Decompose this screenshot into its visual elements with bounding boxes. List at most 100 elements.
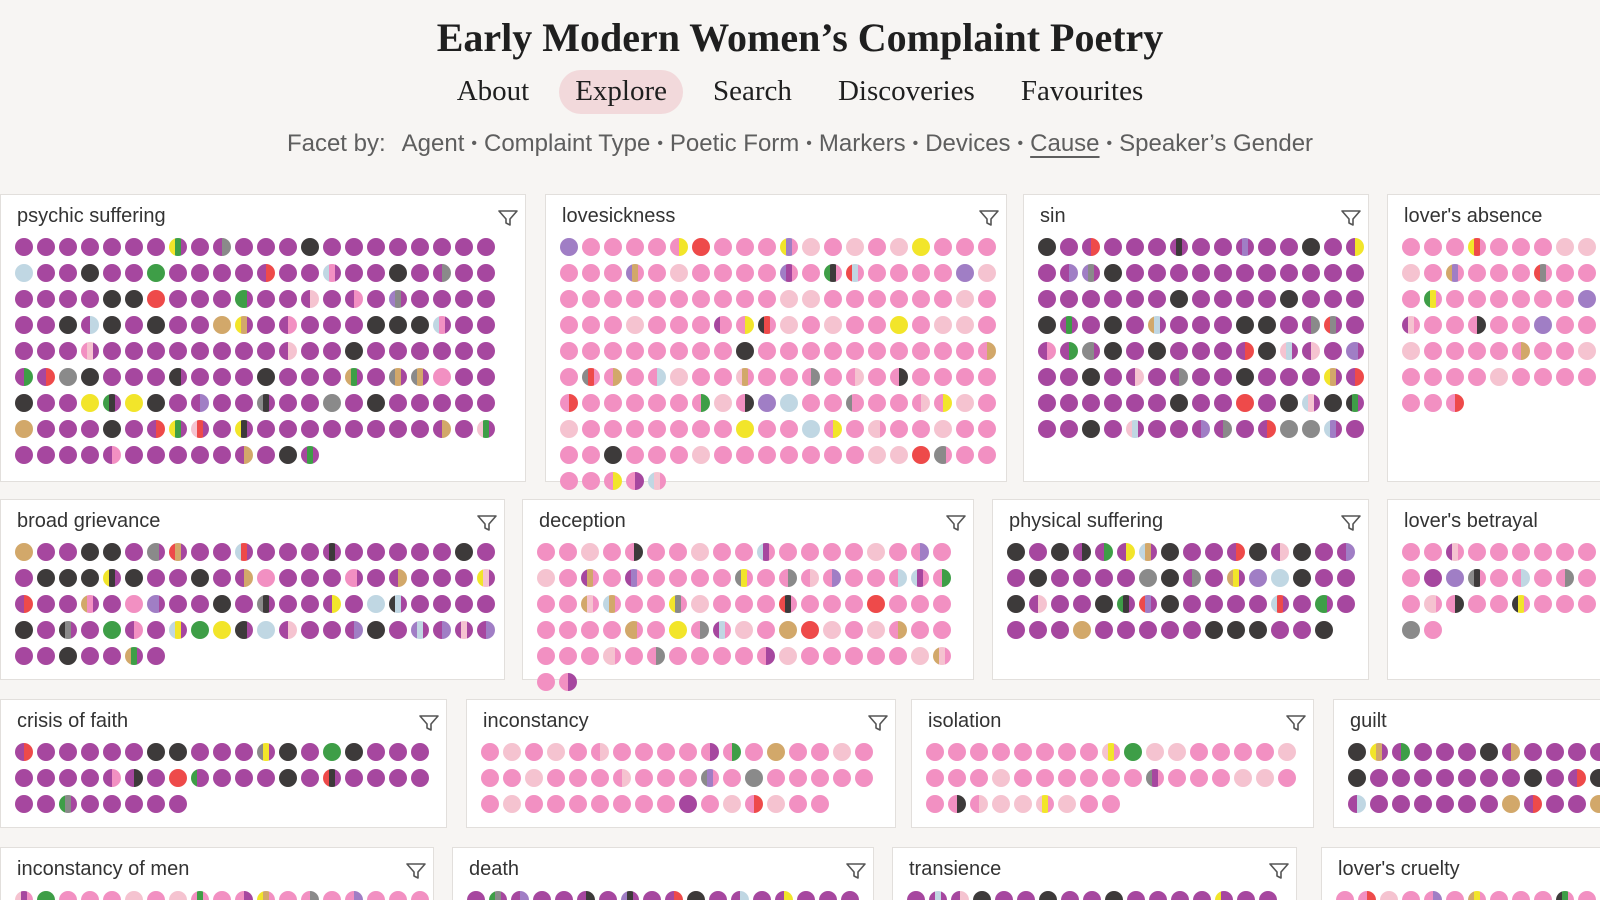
poem-dot[interactable] [1324, 420, 1342, 438]
poem-dot[interactable] [235, 394, 253, 412]
poem-dot[interactable] [81, 769, 99, 787]
filter-icon[interactable] [1340, 514, 1362, 532]
poem-dot[interactable] [1370, 769, 1388, 787]
poem-dot[interactable] [1104, 316, 1122, 334]
poem-dot[interactable] [714, 420, 732, 438]
poem-dot[interactable] [657, 795, 675, 813]
poem-dot[interactable] [1170, 394, 1188, 412]
poem-dot[interactable] [1259, 891, 1277, 900]
poem-dot[interactable] [323, 769, 341, 787]
poem-dot[interactable] [890, 446, 908, 464]
poem-dot[interactable] [736, 446, 754, 464]
poem-dot[interactable] [1236, 238, 1254, 256]
poem-dot[interactable] [37, 316, 55, 334]
poem-dot[interactable] [1168, 743, 1186, 761]
poem-dot[interactable] [147, 891, 165, 900]
poem-dot[interactable] [701, 743, 719, 761]
poem-dot[interactable] [235, 368, 253, 386]
poem-dot[interactable] [389, 769, 407, 787]
poem-dot[interactable] [670, 420, 688, 438]
poem-dot[interactable] [301, 569, 319, 587]
poem-dot[interactable] [169, 769, 187, 787]
nav-discoveries[interactable]: Discoveries [837, 75, 975, 107]
poem-dot[interactable] [758, 316, 776, 334]
poem-dot[interactable] [1214, 290, 1232, 308]
poem-dot[interactable] [1402, 621, 1420, 639]
poem-dot[interactable] [367, 342, 385, 360]
poem-dot[interactable] [323, 621, 341, 639]
poem-dot[interactable] [933, 569, 951, 587]
poem-dot[interactable] [1280, 394, 1298, 412]
poem-dot[interactable] [992, 743, 1010, 761]
poem-dot[interactable] [1095, 543, 1113, 561]
poem-dot[interactable] [1148, 290, 1166, 308]
poem-dot[interactable] [1490, 342, 1508, 360]
poem-dot[interactable] [59, 238, 77, 256]
poem-dot[interactable] [389, 342, 407, 360]
poem-dot[interactable] [125, 647, 143, 665]
poem-dot[interactable] [1102, 769, 1120, 787]
poem-dot[interactable] [802, 446, 820, 464]
poem-dot[interactable] [213, 238, 231, 256]
poem-dot[interactable] [455, 621, 473, 639]
poem-dot[interactable] [789, 795, 807, 813]
poem-dot[interactable] [735, 543, 753, 561]
poem-dot[interactable] [670, 264, 688, 282]
poem-dot[interactable] [125, 316, 143, 334]
poem-dot[interactable] [657, 743, 675, 761]
poem-dot[interactable] [433, 569, 451, 587]
poem-dot[interactable] [37, 264, 55, 282]
poem-dot[interactable] [345, 595, 363, 613]
poem-dot[interactable] [626, 238, 644, 256]
poem-dot[interactable] [477, 543, 495, 561]
poem-dot[interactable] [1578, 342, 1596, 360]
poem-dot[interactable] [933, 595, 951, 613]
poem-dot[interactable] [235, 446, 253, 464]
poem-dot[interactable] [411, 342, 429, 360]
poem-dot[interactable] [889, 621, 907, 639]
poem-dot[interactable] [433, 316, 451, 334]
poem-dot[interactable] [1161, 621, 1179, 639]
poem-dot[interactable] [169, 342, 187, 360]
poem-dot[interactable] [723, 795, 741, 813]
poem-dot[interactable] [1590, 743, 1600, 761]
poem-dot[interactable] [604, 316, 622, 334]
poem-dot[interactable] [1095, 569, 1113, 587]
poem-dot[interactable] [37, 621, 55, 639]
poem-dot[interactable] [323, 543, 341, 561]
poem-dot[interactable] [582, 342, 600, 360]
poem-dot[interactable] [1126, 238, 1144, 256]
poem-dot[interactable] [455, 569, 473, 587]
poem-dot[interactable] [345, 569, 363, 587]
poem-dot[interactable] [1556, 238, 1574, 256]
poem-dot[interactable] [648, 472, 666, 490]
poem-dot[interactable] [1578, 543, 1596, 561]
poem-dot[interactable] [1258, 394, 1276, 412]
poem-dot[interactable] [1215, 891, 1233, 900]
poem-dot[interactable] [868, 394, 886, 412]
poem-dot[interactable] [15, 569, 33, 587]
poem-dot[interactable] [1104, 238, 1122, 256]
poem-dot[interactable] [537, 595, 555, 613]
poem-dot[interactable] [1402, 595, 1420, 613]
poem-dot[interactable] [911, 647, 929, 665]
poem-dot[interactable] [603, 647, 621, 665]
poem-dot[interactable] [824, 290, 842, 308]
poem-dot[interactable] [978, 368, 996, 386]
poem-dot[interactable] [802, 238, 820, 256]
poem-dot[interactable] [279, 446, 297, 464]
poem-dot[interactable] [279, 368, 297, 386]
poem-dot[interactable] [911, 595, 929, 613]
poem-dot[interactable] [125, 264, 143, 282]
poem-dot[interactable] [890, 394, 908, 412]
poem-dot[interactable] [824, 238, 842, 256]
poem-dot[interactable] [735, 647, 753, 665]
poem-dot[interactable] [1534, 595, 1552, 613]
poem-dot[interactable] [1170, 316, 1188, 334]
poem-dot[interactable] [1212, 743, 1230, 761]
poem-dot[interactable] [1214, 368, 1232, 386]
poem-dot[interactable] [811, 743, 829, 761]
poem-dot[interactable] [555, 891, 573, 900]
poem-dot[interactable] [929, 891, 947, 900]
poem-dot[interactable] [868, 368, 886, 386]
